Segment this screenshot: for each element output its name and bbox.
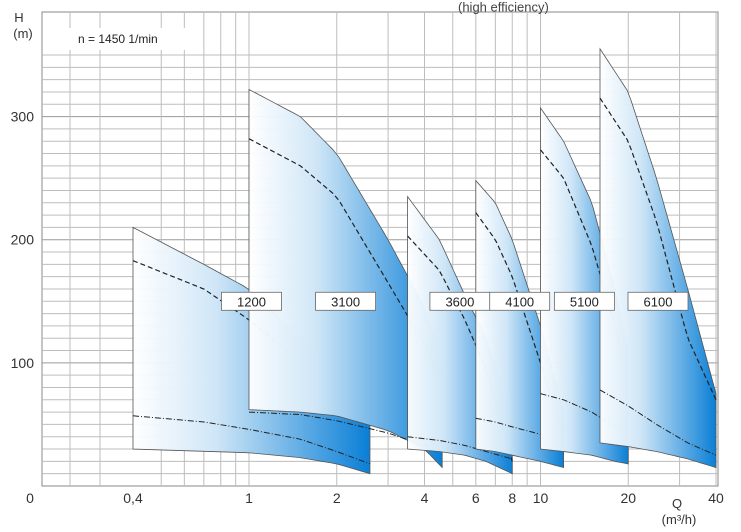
x-axis-label: Q xyxy=(672,496,682,511)
pump-label-1200: 1200 xyxy=(237,294,266,309)
y-tick-label: 200 xyxy=(11,232,35,248)
axes: 100 200 300 0,4 1 2 4 6 8 10 20 40 xyxy=(11,109,724,506)
pump-label-box xyxy=(553,291,615,311)
x-tick-label: 1 xyxy=(245,490,253,506)
pump-label-4100: 4100 xyxy=(505,294,534,309)
y-tick-label: 300 xyxy=(11,109,35,125)
min-efficiency-curve-4100 xyxy=(475,417,564,444)
max-efficiency-curve-6100 xyxy=(599,97,717,401)
clipped-title-fragment: (high efficiency) xyxy=(458,0,549,15)
pump-ranges xyxy=(132,47,717,475)
y-tick-label: 100 xyxy=(11,355,35,371)
pump-range-6100 xyxy=(599,47,717,469)
pump-label-box xyxy=(221,291,282,311)
x-tick-label: 20 xyxy=(620,490,636,506)
pump-label-3600: 3600 xyxy=(445,294,474,309)
origin-label: 0 xyxy=(26,490,34,506)
x-tick-label: 4 xyxy=(421,490,429,506)
speed-note-box xyxy=(55,28,185,50)
min-efficiency-curve-3600 xyxy=(407,436,513,460)
pump-label-box xyxy=(315,291,376,311)
x-tick-label: 8 xyxy=(508,490,516,506)
plot-border xyxy=(41,11,719,487)
x-tick-label: 6 xyxy=(472,490,480,506)
x-tick-label: 40 xyxy=(708,490,724,506)
pump-range-3100 xyxy=(248,88,443,469)
pump-label-5100: 5100 xyxy=(570,294,599,309)
pump-label-3100: 3100 xyxy=(331,294,360,309)
y-axis-unit: (m) xyxy=(13,26,33,41)
pump-labels: 1200 3100 3600 4100 5100 6100 xyxy=(221,291,689,311)
max-efficiency-curve-1200 xyxy=(132,260,371,419)
x-tick-label: 10 xyxy=(533,490,549,506)
min-efficiency-curve-1200 xyxy=(132,415,371,465)
speed-note: n = 1450 1/min xyxy=(78,32,158,46)
x-tick-label: 2 xyxy=(333,490,341,506)
min-efficiency-curve-6100 xyxy=(599,389,717,456)
y-axis-label: H xyxy=(14,10,23,25)
pump-label-box xyxy=(627,291,689,311)
pump-label-6100: 6100 xyxy=(644,294,673,309)
x-axis-unit: (m³/h) xyxy=(662,512,697,527)
x-tick-label: 0,4 xyxy=(123,490,143,506)
pump-label-box xyxy=(489,291,551,311)
